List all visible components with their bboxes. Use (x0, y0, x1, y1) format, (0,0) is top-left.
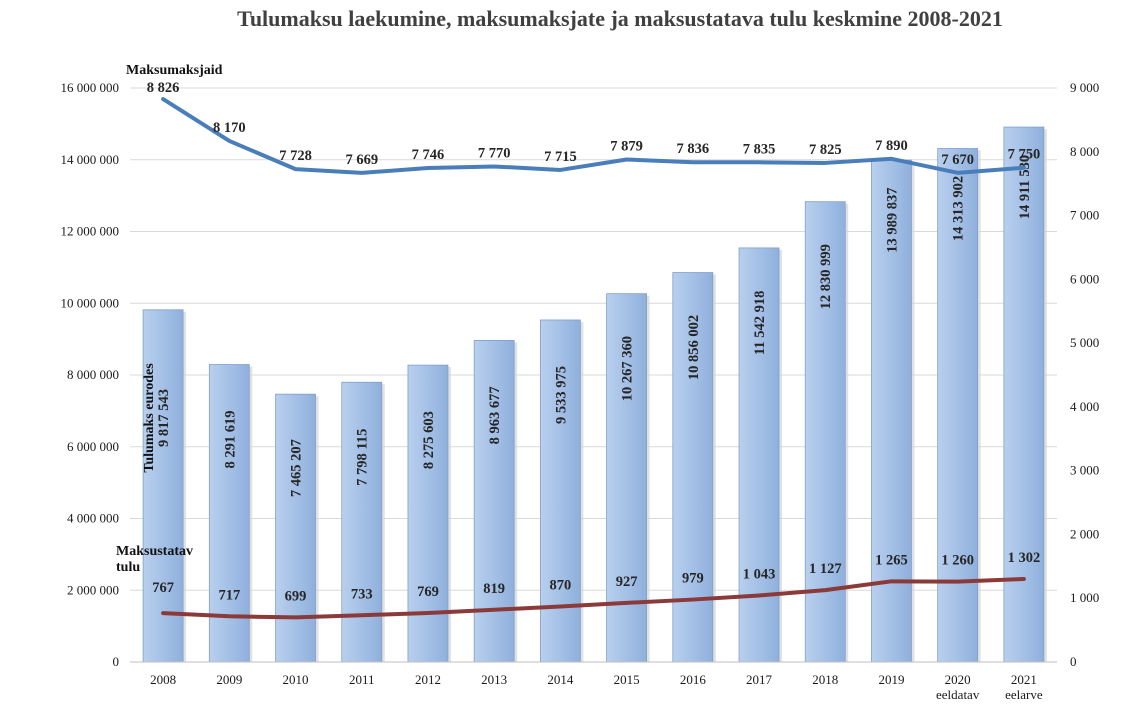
right-tick-label: 6 000 (1070, 271, 1099, 286)
line-value-label: 7 835 (743, 141, 776, 157)
bar-value-label: 9 533 975 (553, 366, 569, 424)
line-value-label: 717 (218, 587, 240, 603)
right-tick-label: 9 000 (1070, 80, 1099, 95)
bar-value-label: 10 856 002 (686, 315, 702, 380)
line-value-label: 1 265 (875, 552, 908, 568)
bar (275, 393, 316, 663)
series-names: Tulumaks eurodes Maksumaksjaid Maksustatav… (116, 63, 223, 575)
line-value-label: 733 (351, 586, 373, 602)
series-name-line: Maksustatav (116, 544, 193, 559)
maksustatav-tulu-series-name: Maksustatav tulu (116, 544, 193, 575)
left-tick-label: 12 000 000 (61, 224, 120, 239)
line-value-label: 7 715 (544, 149, 577, 165)
maksumaksjaid-line (161, 97, 1026, 175)
left-tick-label: 10 000 000 (61, 295, 120, 310)
line-value-label: 8 826 (147, 80, 180, 96)
right-tick-label: 0 (1070, 654, 1077, 669)
left-tick-label: 6 000 000 (67, 439, 119, 454)
left-tick-label: 0 (113, 654, 120, 669)
line-value-label: 927 (616, 574, 638, 590)
bar-value-label: 11 542 918 (752, 291, 768, 355)
left-tick-label: 4 000 000 (67, 511, 119, 526)
left-axis: 0 2 000 000 4 000 000 6 000 000 8 000 000 10 … (61, 80, 120, 669)
line-value-label: 7 879 (610, 138, 643, 154)
x-tick-sublabel: eeldatav (936, 687, 980, 702)
line-value-label: 870 (550, 578, 572, 594)
line-series: 8 826 8 170 7 728 7 669 7 746 7 770 7 715 7 879… (147, 80, 1041, 620)
x-tick-label: 2020 (945, 672, 971, 687)
line-value-label: 979 (682, 571, 704, 587)
bar (1003, 126, 1045, 663)
bar-value-label: 13 989 837 (884, 187, 900, 252)
right-tick-label: 8 000 (1070, 144, 1099, 159)
bar (804, 201, 846, 663)
maksustatav-tulu-line (161, 576, 1026, 620)
line-value-label: 7 746 (412, 147, 445, 163)
bar-series-name: Tulumaks eurodes (142, 363, 157, 473)
line-value-label: 767 (152, 580, 174, 596)
x-tick-sublabel: eelarve (1005, 687, 1043, 702)
bar-value-label: 8 963 677 (487, 386, 503, 444)
x-tick-label: 2009 (216, 672, 242, 687)
bar (208, 364, 250, 663)
line-value-label: 7 670 (941, 152, 974, 168)
x-tick-label: 2016 (680, 672, 707, 687)
line-value-label: 1 043 (743, 566, 776, 582)
line-value-label: 8 170 (213, 120, 246, 136)
left-tick-label: 14 000 000 (61, 152, 120, 167)
x-tick-label: 2014 (547, 672, 574, 687)
x-tick-label: 2011 (349, 672, 375, 687)
line-value-label: 7 825 (809, 142, 842, 158)
right-axis: 0 1 000 2 000 3 000 4 000 5 000 6 000 7 000 8 00… (1070, 80, 1099, 669)
line-value-label: 699 (285, 588, 307, 604)
line-value-label: 769 (417, 584, 439, 600)
line-value-label: 7 836 (677, 141, 710, 157)
bar-value-label: 14 313 902 (951, 176, 967, 241)
bar-value-label: 14 911 530 (1017, 155, 1033, 219)
bar-value-label: 8 275 603 (421, 411, 437, 469)
x-tick-label: 2017 (746, 672, 773, 687)
line-value-label: 7 750 (1008, 147, 1041, 163)
bar-value-label: 9 817 543 (156, 389, 172, 447)
left-tick-label: 16 000 000 (61, 80, 120, 95)
left-tick-label: 8 000 000 (67, 367, 119, 382)
left-tick-label: 2 000 000 (67, 582, 119, 597)
x-tick-label: 2013 (481, 672, 507, 687)
bar-value-label: 12 830 999 (818, 244, 834, 309)
line-value-label: 7 890 (875, 138, 908, 154)
bar-value-label: 8 291 619 (222, 411, 238, 469)
bar (341, 381, 383, 663)
right-tick-label: 7 000 (1070, 208, 1099, 223)
right-tick-label: 3 000 (1070, 463, 1099, 478)
line-value-label: 7 669 (345, 152, 378, 168)
line-value-label: 7 770 (478, 145, 511, 161)
bar (407, 364, 449, 663)
x-tick-label: 2019 (878, 672, 904, 687)
x-tick-label: 2008 (150, 672, 176, 687)
x-tick-label: 2018 (812, 672, 838, 687)
x-tick-label: 2015 (614, 672, 640, 687)
bar (142, 309, 184, 663)
series-name-line: tulu (116, 560, 140, 575)
bar-value-label: 10 267 360 (620, 336, 636, 401)
x-axis: 2008 2009 2010 2011 2012 2013 2014 2015 2016 2017… (130, 661, 1057, 702)
right-tick-label: 5 000 (1070, 335, 1099, 350)
x-tick-label: 2012 (415, 672, 441, 687)
right-tick-label: 1 000 (1070, 590, 1099, 605)
x-tick-label: 2010 (283, 672, 309, 687)
x-tick-label: 2021 (1011, 672, 1037, 687)
right-tick-label: 4 000 (1070, 399, 1099, 414)
line-value-label: 819 (483, 581, 505, 597)
chart-title: Tulumaksu laekumine, maksumaksjate ja ma… (237, 6, 1003, 31)
line-value-label: 7 728 (279, 148, 312, 164)
line-value-label: 1 302 (1008, 550, 1041, 566)
maksumaksjaid-series-name: Maksumaksjaid (126, 63, 223, 78)
bar-value-label: 7 465 207 (289, 439, 305, 497)
bar (871, 159, 912, 663)
line-value-label: 1 260 (941, 553, 974, 569)
line-value-label: 1 127 (809, 561, 842, 577)
bar-value-label: 7 798 115 (355, 429, 371, 486)
right-tick-label: 2 000 (1070, 526, 1099, 541)
